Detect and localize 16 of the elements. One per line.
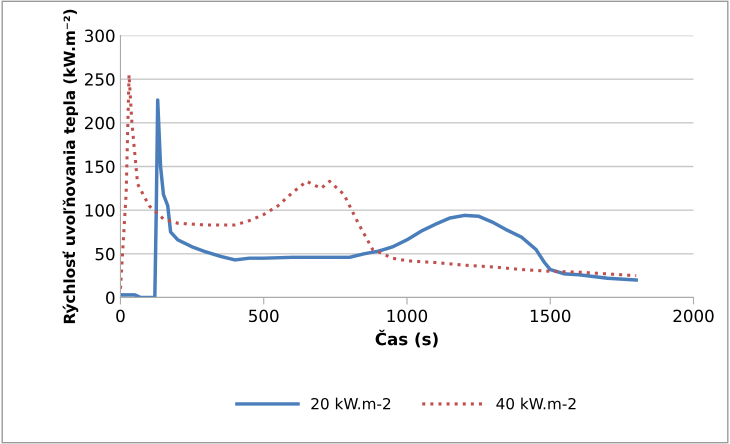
y-axis-title: Rýchlosť uvoľňovania tepla (kW.m⁻²) xyxy=(62,10,78,324)
legend-label: 20 kW.m-2 xyxy=(311,398,390,410)
x-tick-label: 2000 xyxy=(674,310,714,322)
y-tick-label: 300 xyxy=(85,29,114,42)
y-tick-label: 250 xyxy=(85,73,114,86)
y-tick-label: 0 xyxy=(106,291,114,304)
y-tick-label: 200 xyxy=(85,116,114,130)
y-tick-label: 150 xyxy=(86,160,114,174)
y-tick-label: 50 xyxy=(96,248,114,260)
x-tick-label: 500 xyxy=(249,310,279,322)
x-tick-label: 1000 xyxy=(388,310,428,322)
x-tick-label: 1500 xyxy=(530,310,570,322)
x-axis-title: Čas (s) xyxy=(376,330,438,348)
x-tick-label: 0 xyxy=(116,310,125,322)
legend-label: 40 kW.m-2 xyxy=(496,398,576,410)
y-tick-label: 100 xyxy=(86,204,114,217)
